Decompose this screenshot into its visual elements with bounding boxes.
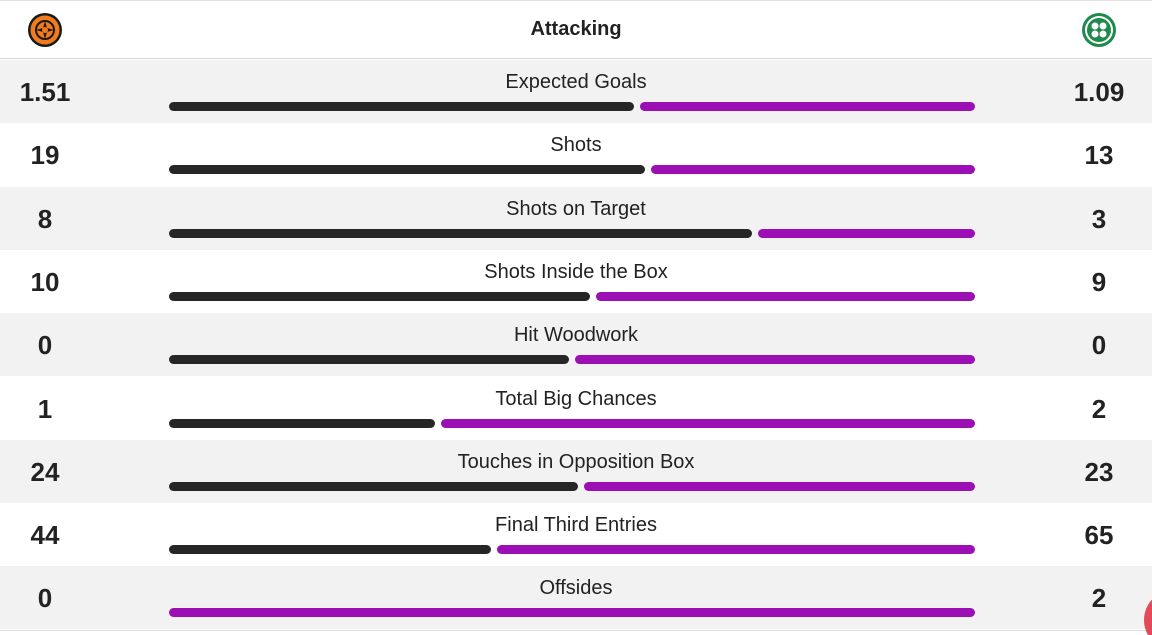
away-bar-segment (651, 165, 975, 175)
comparison-bar (169, 481, 975, 491)
away-bar-segment (497, 545, 975, 555)
home-value: 10 (30, 266, 60, 297)
away-value: 65 (1084, 520, 1114, 551)
stat-label: Hit Woodwork (513, 324, 639, 347)
dundee-united-crest-icon[interactable] (27, 12, 63, 48)
away-bar-segment (758, 228, 975, 238)
away-bar-segment (596, 291, 975, 301)
comparison-bar (169, 165, 975, 175)
home-bar-segment (169, 355, 569, 365)
stat-row: 44 Final Third Entries 65 (0, 503, 1152, 566)
home-bar-segment (169, 228, 752, 238)
celtic-crest-icon[interactable] (1081, 12, 1117, 48)
home-value: 1 (37, 393, 53, 424)
divider (0, 630, 1152, 631)
comparison-bar (169, 418, 975, 428)
stat-label: Shots on Target (506, 197, 646, 220)
away-value: 2 (1091, 583, 1107, 614)
home-value: 19 (30, 140, 60, 171)
comparison-bar (169, 228, 975, 238)
home-bar-segment (169, 545, 491, 555)
stat-label: Total Big Chances (495, 387, 657, 410)
stat-row: 0 Hit Woodwork 0 (0, 313, 1152, 377)
away-bar-segment (575, 355, 975, 365)
home-value: 0 (37, 330, 53, 361)
home-value: 44 (30, 520, 60, 551)
home-bar-segment (169, 165, 645, 175)
stat-row: 0 Offsides 2 (0, 566, 1152, 630)
home-value: 8 (37, 203, 53, 234)
home-value: 1.51 (19, 77, 71, 107)
home-bar-segment (169, 481, 578, 491)
away-value: 23 (1084, 456, 1114, 487)
stat-label: Final Third Entries (495, 514, 657, 537)
stat-label: Offsides (539, 577, 613, 600)
stat-row: 19 Shots 13 (0, 123, 1152, 186)
comparison-bar (169, 545, 975, 555)
stat-row: 1.51 Expected Goals 1.09 (0, 60, 1152, 123)
home-value: 24 (30, 456, 60, 487)
comparison-bar (169, 102, 975, 111)
comparison-bar (169, 608, 975, 618)
home-value: 0 (37, 583, 53, 614)
comparison-bar (169, 355, 975, 365)
away-bar-segment (169, 608, 975, 618)
stat-row: 10 Shots Inside the Box 9 (0, 250, 1152, 313)
away-value: 3 (1091, 203, 1107, 234)
stat-label: Shots (550, 134, 602, 157)
section-title: Attacking (530, 18, 622, 40)
away-value: 0 (1091, 330, 1107, 361)
away-bar-segment (640, 102, 975, 111)
away-bar-segment (584, 481, 975, 491)
away-value: 13 (1084, 140, 1114, 171)
stat-row: 8 Shots on Target 3 (0, 186, 1152, 250)
stat-row: 1 Total Big Chances 2 (0, 377, 1152, 440)
away-bar-segment (441, 418, 975, 428)
comparison-bar (169, 291, 975, 301)
stat-row: 24 Touches in Opposition Box 23 (0, 439, 1152, 503)
section-header: Attacking (0, 0, 1152, 59)
stat-label: Shots Inside the Box (484, 260, 668, 283)
stat-label: Touches in Opposition Box (457, 450, 695, 473)
away-value: 9 (1091, 266, 1107, 297)
home-bar-segment (169, 102, 634, 111)
home-bar-segment (169, 418, 435, 428)
away-value: 2 (1091, 393, 1107, 424)
stat-label: Expected Goals (505, 71, 647, 93)
floating-action-button[interactable] (1144, 590, 1152, 635)
home-bar-segment (169, 291, 590, 301)
away-value: 1.09 (1073, 77, 1125, 107)
